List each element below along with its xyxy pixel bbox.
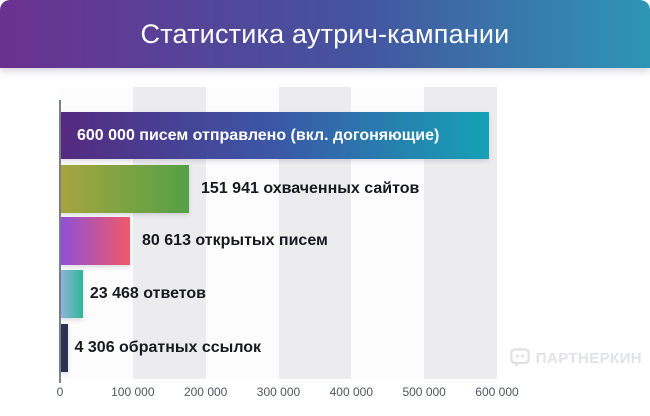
header-banner: Статистика аутрич-кампании [0, 0, 650, 68]
bar [61, 165, 190, 213]
page-title: Статистика аутрич-кампании [140, 18, 510, 49]
bar: 600 000 писем отправлено (вкл. догоняющи… [61, 112, 489, 159]
watermark-text: ПАРТНЕРКИН [535, 349, 642, 367]
bar [61, 270, 83, 318]
plot-area: 600 000 писем отправлено (вкл. догоняющи… [57, 87, 519, 399]
bar-label: 23 468 ответов [89, 285, 206, 302]
x-tick-label: 300 000 [256, 385, 301, 399]
bar-label: 151 941 охваченных сайтов [201, 180, 420, 197]
x-tick-label: 0 [56, 385, 64, 399]
speech-bubble-icon [510, 348, 530, 368]
x-tick-label: 400 000 [329, 385, 374, 399]
bar [61, 324, 68, 372]
x-tick-label: 200 000 [183, 385, 228, 399]
y-axis-line [59, 100, 61, 383]
x-tick-label: 100 000 [111, 385, 155, 399]
x-axis-tick-labels: 0 100 000 200 000 300 000 400 000 500 000 600 … [56, 385, 519, 401]
bar-label: 600 000 писем отправлено (вкл. догоняющи… [77, 126, 440, 144]
x-tick-label: 500 000 [402, 385, 446, 399]
bar-label: 4 306 обратных ссылок [74, 339, 262, 356]
x-tick-label: 600 000 [475, 385, 519, 399]
bar-label: 80 613 открытых писем [142, 232, 328, 249]
watermark: ПАРТНЕРКИН [510, 348, 642, 368]
bar [61, 217, 131, 265]
